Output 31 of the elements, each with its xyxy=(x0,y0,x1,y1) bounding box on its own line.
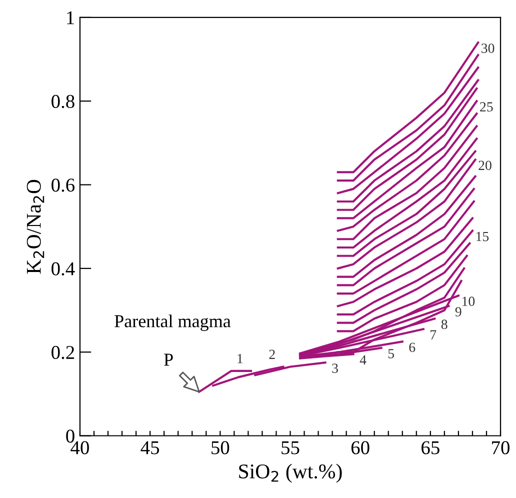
x-axis-title: SiO$_{2}$ (wt.%) xyxy=(239,464,342,483)
series-label: 1 xyxy=(238,354,243,364)
series-label: 15 xyxy=(476,232,489,242)
y-tick-label: 0.8 xyxy=(52,94,74,108)
series-label: 10 xyxy=(462,296,475,306)
series-label: 4 xyxy=(360,355,366,364)
series-label: 8 xyxy=(441,320,448,330)
series-label: 30 xyxy=(482,44,494,53)
series-label: 3 xyxy=(332,364,338,373)
y-tick-label: 1 xyxy=(67,11,74,24)
y-tick-label: 0.6 xyxy=(52,178,75,192)
y-tick-label: 0.4 xyxy=(52,262,75,276)
series-label: 5 xyxy=(388,349,394,358)
series-label: 20 xyxy=(478,160,492,170)
y-tick-label: 0.2 xyxy=(52,346,74,360)
x-tick-label: 55 xyxy=(282,441,300,454)
series-label: 6 xyxy=(409,342,416,352)
x-tick-label: 40 xyxy=(70,441,89,454)
series-label: 25 xyxy=(480,102,493,112)
series-label: 7 xyxy=(430,330,436,340)
series-label: 9 xyxy=(455,307,462,316)
x-tick-label: 70 xyxy=(492,441,510,454)
y-tick-label: 0 xyxy=(66,430,74,443)
x-tick-label: 50 xyxy=(212,441,230,454)
y-axis-title: K$_{2}$O/Na$_{2}$O xyxy=(26,180,44,274)
x-tick-label: 60 xyxy=(351,441,370,454)
x-tick-label: 65 xyxy=(422,441,440,454)
x-tick-label: 45 xyxy=(140,441,160,454)
series-label: 2 xyxy=(269,350,275,359)
annotation: P xyxy=(164,354,173,366)
annotation: Parental magma xyxy=(114,314,231,332)
